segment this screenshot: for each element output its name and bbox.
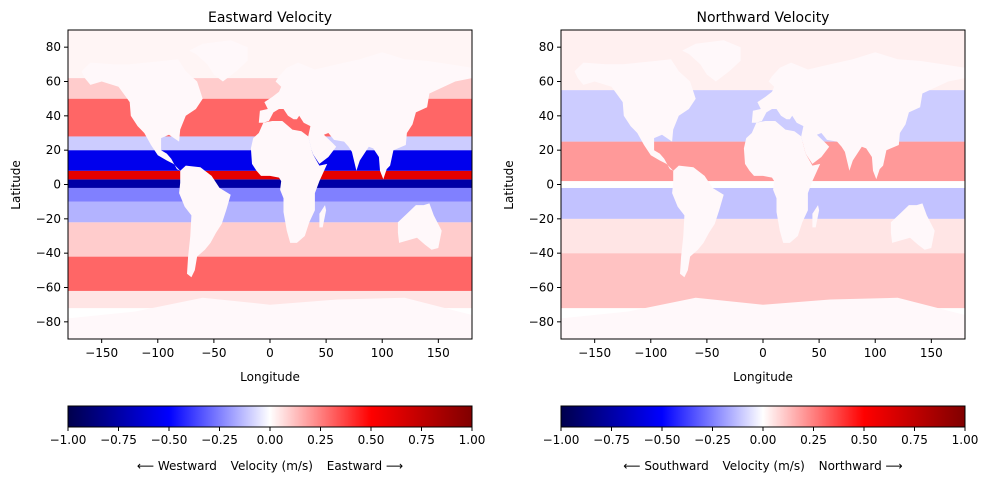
velocity-band	[561, 187, 965, 219]
y-tick-label: 40	[46, 109, 61, 123]
colorbar-tick-label: −0.75	[593, 433, 630, 447]
velocity-band	[68, 201, 472, 223]
x-tick-label: −50	[694, 346, 719, 360]
land-africa	[250, 121, 328, 243]
x-tick-label: −150	[578, 346, 611, 360]
colorbar-gradient	[67, 405, 473, 428]
colorbar-tick-label: 0.00	[257, 433, 284, 447]
colorbar-tick-label: −0.25	[201, 433, 238, 447]
land-greenland	[189, 40, 248, 82]
colorbar-tick-label: 1.00	[952, 433, 979, 447]
y-axis-label: Latitude	[502, 160, 516, 209]
land-greenland	[682, 40, 741, 82]
colorbar-label: ⟵ Southward Velocity (m/s) Northward ⟶	[623, 459, 902, 473]
land-australia	[397, 203, 442, 250]
velocity-band	[561, 181, 965, 188]
colorbar-tick-label: 0.75	[408, 433, 435, 447]
y-tick-label: −20	[36, 212, 61, 226]
x-axis-label: Longitude	[733, 370, 793, 384]
y-tick-label: −60	[529, 281, 554, 295]
x-tick-label: 50	[318, 346, 333, 360]
colorbar-label: ⟵ Westward Velocity (m/s) Eastward ⟶	[137, 459, 403, 473]
colorbar: −1.00 −0.75 −0.50 −0.25 0.00 0.25 0.50 0.75 1.00	[543, 405, 979, 447]
land-north-america	[81, 59, 203, 171]
y-tick-label: 20	[539, 143, 554, 157]
x-tick-label: 150	[920, 346, 943, 360]
x-tick-label: −50	[201, 346, 226, 360]
land-australia	[890, 203, 935, 250]
y-tick-label: 60	[46, 75, 61, 89]
x-axis-label: Longitude	[240, 370, 300, 384]
x-axis: −150 −100 −50 0 50 100 150	[578, 339, 943, 360]
y-axis: −80 −60 −40 −20 0 20 40 60 80	[36, 40, 68, 329]
colorbar-tick-label: −0.25	[694, 433, 731, 447]
land-antarctica	[68, 297, 472, 339]
colorbar-tick-label: 0.75	[901, 433, 928, 447]
y-tick-label: 0	[53, 178, 61, 192]
chart-title: Eastward Velocity	[208, 10, 332, 26]
colorbar-label-left: ⟵ Southward	[623, 459, 708, 473]
land-north-america	[574, 59, 696, 171]
x-tick-label: −100	[141, 346, 174, 360]
land-eurasia	[258, 52, 472, 180]
colorbar-label-middle: Velocity (m/s)	[231, 459, 313, 473]
colorbar-tick-label: 0.25	[307, 433, 334, 447]
velocity-band	[68, 179, 472, 188]
colorbar: −1.00 −0.75 −0.50 −0.25 0.00 0.25 0.50 0.75 1.00	[50, 405, 486, 447]
velocity-band	[68, 256, 472, 291]
y-axis: −80 −60 −40 −20 0 20 40 60 80	[529, 40, 561, 329]
y-tick-label: 80	[46, 40, 61, 54]
colorbar-label-right: Eastward ⟶	[327, 459, 403, 473]
colorbar-gradient	[560, 405, 966, 428]
colorbar-tick-label: 0.00	[750, 433, 777, 447]
heatmap-plot-area	[560, 29, 966, 340]
y-axis-label: Latitude	[9, 160, 23, 209]
colorbar-label-right: Northward ⟶	[819, 459, 903, 473]
y-tick-label: −80	[36, 315, 61, 329]
northward-velocity-panel: Northward Velocity −150 −100 −50 0 50 100 150 …	[502, 10, 978, 473]
land-madagascar	[319, 205, 327, 228]
x-tick-label: −150	[85, 346, 118, 360]
y-tick-label: −20	[529, 212, 554, 226]
colorbar-tick-label: 0.50	[358, 433, 385, 447]
y-tick-label: 20	[46, 143, 61, 157]
colorbar-tick-label: 1.00	[459, 433, 486, 447]
x-axis: −150 −100 −50 0 50 100 150	[85, 339, 450, 360]
colorbar-tick-label: −1.00	[50, 433, 87, 447]
y-tick-label: 80	[539, 40, 554, 54]
y-tick-label: 60	[539, 75, 554, 89]
colorbar-label-left: ⟵ Westward	[137, 459, 217, 473]
velocity-band	[68, 187, 472, 202]
land-eurasia	[751, 52, 965, 180]
y-tick-label: −60	[36, 281, 61, 295]
x-tick-label: −100	[634, 346, 667, 360]
land-south-america	[179, 165, 231, 278]
colorbar-label-middle: Velocity (m/s)	[723, 459, 805, 473]
colorbar-tick-label: 0.50	[851, 433, 878, 447]
x-tick-label: 0	[759, 346, 767, 360]
x-tick-label: 100	[864, 346, 887, 360]
y-tick-label: −40	[36, 246, 61, 260]
colorbar-tick-label: −0.50	[151, 433, 188, 447]
heatmap-plot-area	[67, 29, 473, 340]
chart-title: Northward Velocity	[697, 10, 830, 26]
y-tick-label: 40	[539, 109, 554, 123]
land-south-america	[672, 165, 724, 278]
x-tick-label: 50	[811, 346, 826, 360]
x-tick-label: 0	[266, 346, 274, 360]
colorbar-tick-label: −0.50	[644, 433, 681, 447]
land-antarctica	[561, 297, 965, 339]
y-tick-label: −80	[529, 315, 554, 329]
colorbar-tick-label: −0.75	[100, 433, 137, 447]
x-tick-label: 150	[427, 346, 450, 360]
x-tick-label: 100	[371, 346, 394, 360]
colorbar-tick-label: 0.25	[800, 433, 827, 447]
land-africa	[743, 121, 821, 243]
eastward-velocity-panel: Eastward Velocity −150 −100 −50 0 50 100 150 −…	[9, 10, 485, 473]
y-tick-label: −40	[529, 246, 554, 260]
colorbar-tick-label: −1.00	[543, 433, 580, 447]
land-madagascar	[812, 205, 820, 228]
y-tick-label: 0	[546, 178, 554, 192]
